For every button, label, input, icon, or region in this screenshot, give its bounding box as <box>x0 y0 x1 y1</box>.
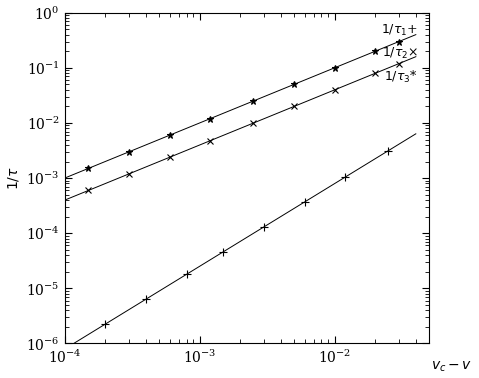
Text: $1/\tau_1$+: $1/\tau_1$+ <box>381 23 418 38</box>
Y-axis label: $1/\tau$: $1/\tau$ <box>6 166 21 190</box>
Text: $1/\tau_2$×: $1/\tau_2$× <box>382 46 418 61</box>
Text: $v_c - v$: $v_c - v$ <box>431 360 473 375</box>
Text: $1/\tau_3$*: $1/\tau_3$* <box>384 69 418 85</box>
